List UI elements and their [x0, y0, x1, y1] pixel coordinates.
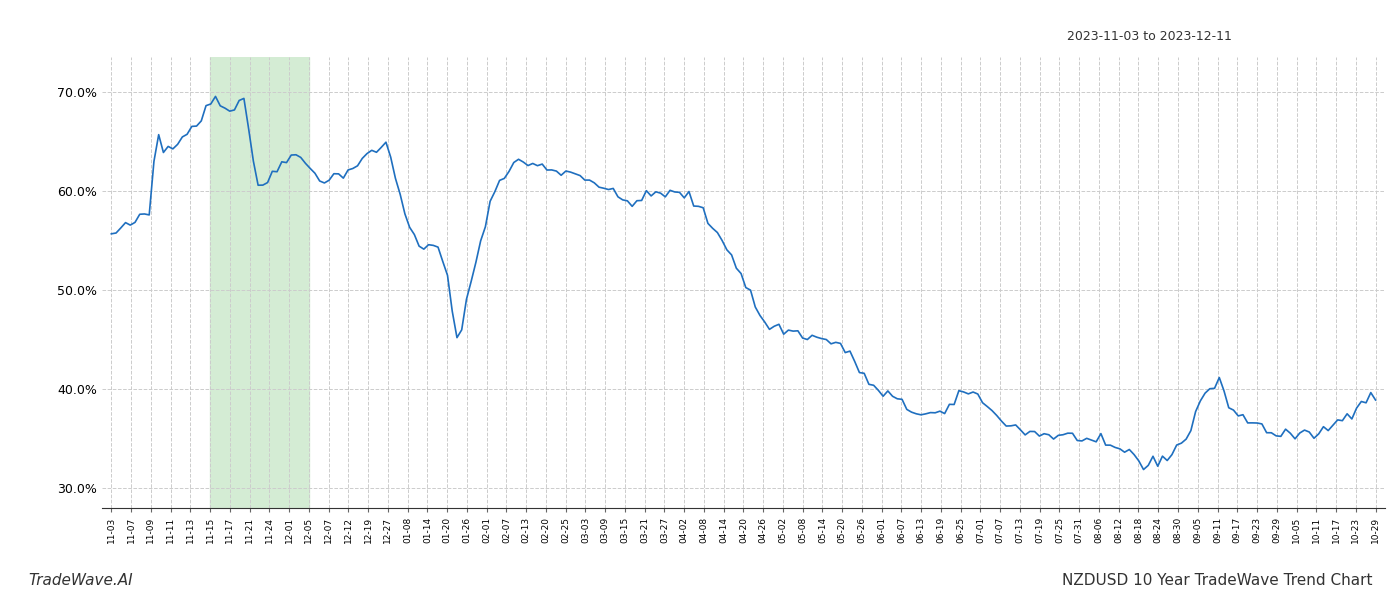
Text: NZDUSD 10 Year TradeWave Trend Chart: NZDUSD 10 Year TradeWave Trend Chart	[1061, 573, 1372, 588]
Bar	[210, 57, 309, 508]
Text: TradeWave.AI: TradeWave.AI	[28, 573, 133, 588]
Text: 2023-11-03 to 2023-12-11: 2023-11-03 to 2023-12-11	[1067, 30, 1232, 43]
